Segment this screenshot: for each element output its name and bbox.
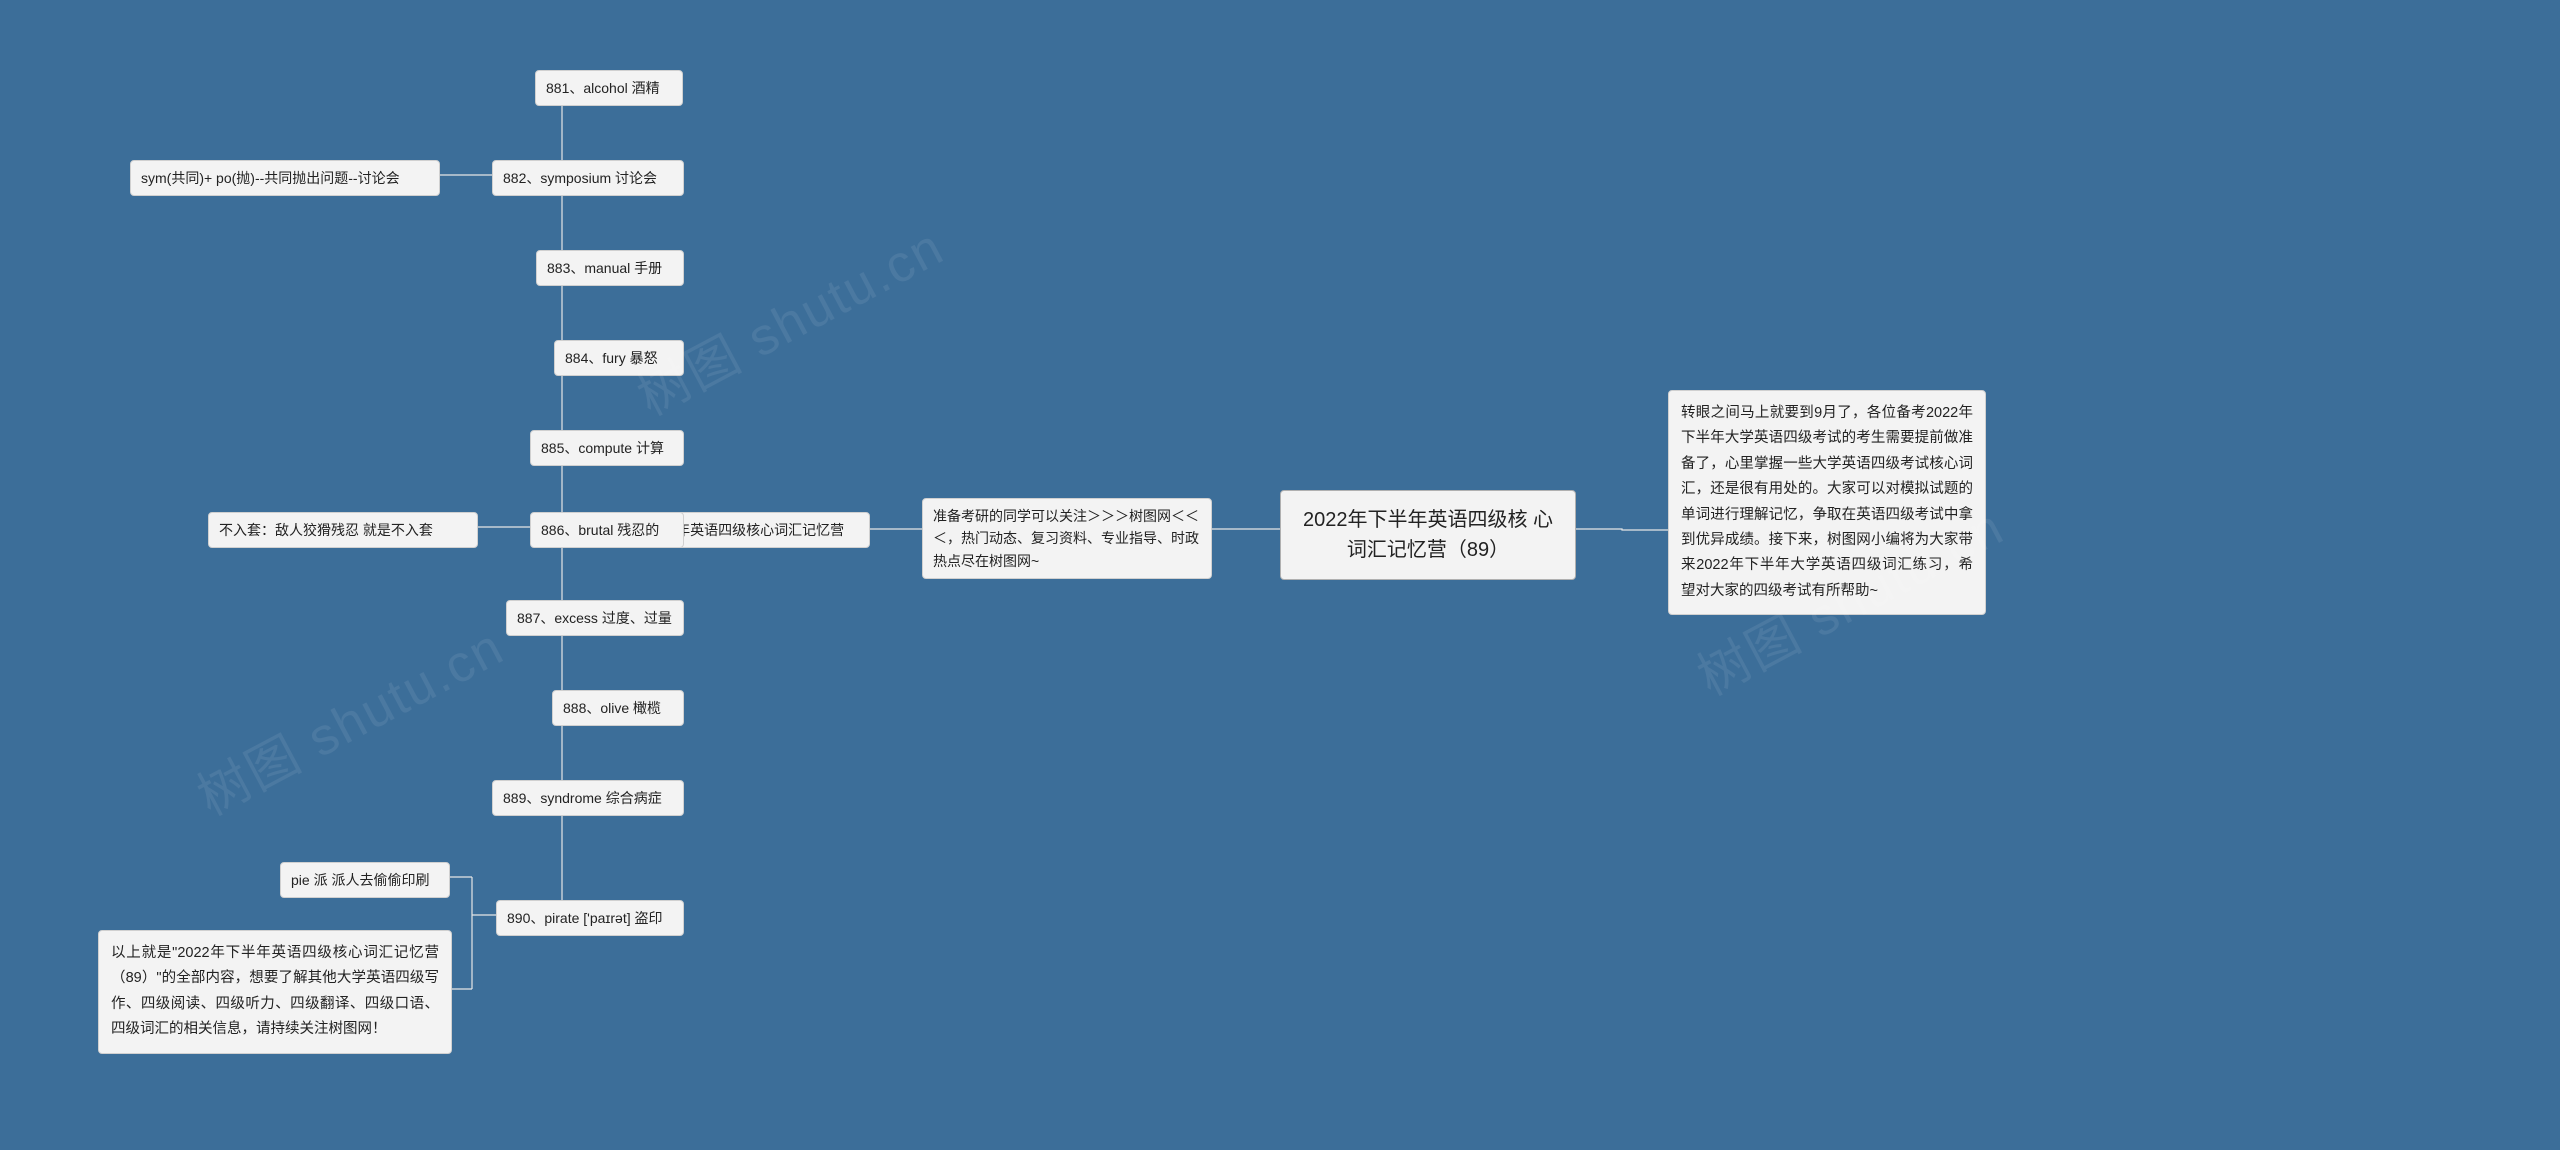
word-child-node: sym(共同)+ po(抛)--共同抛出问题--讨论会 [130, 160, 440, 196]
word-node: 885、compute 计算 [530, 430, 684, 466]
description-node: 转眼之间马上就要到9月了，各位备考2022年下半年大学英语四级考试的考生需要提前… [1668, 390, 1986, 615]
watermark: 树图 shutu.cn [182, 605, 515, 829]
word-node: 882、symposium 讨论会 [492, 160, 684, 196]
word-node: 889、syndrome 综合病症 [492, 780, 684, 816]
word-node: 883、manual 手册 [536, 250, 684, 286]
word-node: 887、excess 过度、过量 [506, 600, 684, 636]
word-node: 884、fury 暴怒 [554, 340, 684, 376]
mindmap-root: 2022年下半年英语四级核 心词汇记忆营（89） [1280, 490, 1576, 580]
word-node: 886、brutal 残忍的 [530, 512, 684, 548]
word-child-node: pie 派 派人去偷偷印刷 [280, 862, 450, 898]
word-node: 881、alcohol 酒精 [535, 70, 683, 106]
word-node: 888、olive 橄榄 [552, 690, 684, 726]
word-child-node: 不入套：敌人狡猾残忍 就是不入套 [208, 512, 478, 548]
word-node: 890、pirate ['paɪrət] 盗印 [496, 900, 684, 936]
left-level1-node: 准备考研的同学可以关注＞＞＞树图网＜＜＜，热门动态、复习资料、专业指导、时政热点… [922, 498, 1212, 579]
word-child-node: 以上就是"2022年下半年英语四级核心词汇记忆营（89）"的全部内容，想要了解其… [98, 930, 452, 1054]
watermark: 树图 shutu.cn [622, 205, 955, 429]
